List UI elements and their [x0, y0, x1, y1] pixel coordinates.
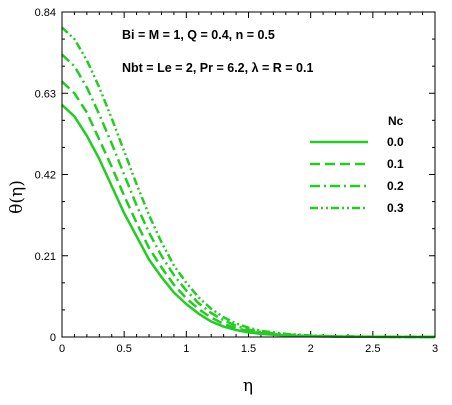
legend-label-0.2: 0.2	[387, 179, 404, 193]
y-tick-label: 0.84	[35, 7, 56, 19]
series-line-nc-0.1	[61, 80, 436, 339]
y-tick-label: 0.42	[35, 170, 56, 182]
series-line-nc-0.0	[61, 103, 436, 339]
x-tick-label: 2.5	[365, 343, 380, 355]
x-tick-label: 1	[183, 343, 189, 355]
y-tick-label: 0.63	[35, 88, 56, 100]
annotation-line-1: Bi = M = 1, Q = 0.4, n = 0.5	[122, 28, 275, 42]
legend-label-0.3: 0.3	[387, 201, 404, 215]
x-tick-label: 3	[432, 343, 438, 355]
x-tick-label: 1.5	[241, 343, 256, 355]
legend-items: 0.0 0.1 0.2 0.3	[310, 135, 404, 215]
plot-lines	[61, 26, 436, 339]
series-line-nc-0.3	[61, 26, 436, 339]
plot-frame	[61, 11, 436, 338]
tick-labels: 0 0.5 1 1.5 2 2.5 3 0 0.21 0.42 0.63 0.84	[35, 7, 438, 355]
x-tick-label: 0	[59, 343, 65, 355]
x-axis-title: η	[243, 376, 253, 396]
legend: Nc 0.0 0.1 0.2 0.3	[310, 114, 404, 215]
legend-title: Nc	[388, 114, 404, 128]
y-tick-label: 0	[50, 332, 56, 344]
y-tick-label: 0.21	[35, 251, 56, 263]
x-tick-label: 2	[308, 343, 314, 355]
legend-label-0.0: 0.0	[387, 135, 404, 149]
annotation-line-2: Nbt = Le = 2, Pr = 6.2, λ = R = 0.1	[122, 61, 313, 75]
y-axis-title: θ(η)	[7, 180, 27, 214]
series-line-nc-0.2	[61, 53, 436, 339]
x-tick-label: 0.5	[117, 343, 132, 355]
legend-label-0.1: 0.1	[387, 157, 404, 171]
